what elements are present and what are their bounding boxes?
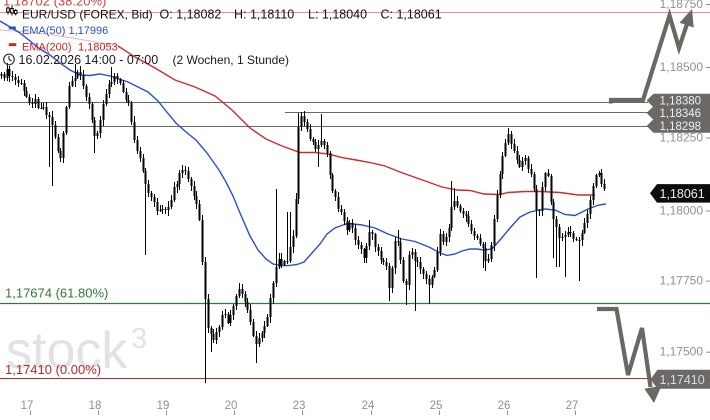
svg-text:EMA(50): EMA(50) xyxy=(22,25,65,37)
svg-text:1,18000: 1,18000 xyxy=(660,203,704,217)
svg-text:1,18298: 1,18298 xyxy=(660,121,702,133)
svg-text:20: 20 xyxy=(225,400,238,412)
svg-text:25: 25 xyxy=(430,400,443,412)
svg-text:19: 19 xyxy=(157,400,170,412)
svg-text:EMA(200): EMA(200) xyxy=(22,41,72,53)
svg-text:26: 26 xyxy=(498,400,511,412)
svg-text:27: 27 xyxy=(566,400,579,412)
svg-text:1,18053: 1,18053 xyxy=(78,41,118,53)
svg-text:16.02.2026 14:00 - 07:00: 16.02.2026 14:00 - 07:00 xyxy=(19,53,159,67)
svg-text:18: 18 xyxy=(89,400,102,412)
svg-text:1,17674 (61.80%): 1,17674 (61.80%) xyxy=(5,286,108,301)
svg-text:stock: stock xyxy=(6,322,128,380)
svg-text:EUR/USD (FOREX, Bid): EUR/USD (FOREX, Bid) xyxy=(22,7,153,21)
svg-text:1,18750: 1,18750 xyxy=(660,0,704,11)
svg-text:1,17410: 1,17410 xyxy=(660,373,705,387)
svg-text:C: 1,18061: C: 1,18061 xyxy=(381,7,442,21)
svg-text:17: 17 xyxy=(21,400,34,412)
svg-text:L: 1,18040: L: 1,18040 xyxy=(308,7,367,21)
svg-text:1,17410 (0.00%): 1,17410 (0.00%) xyxy=(5,362,101,377)
svg-text:1,18500: 1,18500 xyxy=(660,60,704,74)
svg-text:3: 3 xyxy=(131,323,147,355)
svg-text:1,18061: 1,18061 xyxy=(660,187,705,201)
svg-text:1,17500: 1,17500 xyxy=(660,345,704,359)
svg-text:1,17750: 1,17750 xyxy=(660,273,704,287)
svg-text:O: 1,18082: O: 1,18082 xyxy=(160,7,222,21)
svg-text:1,18250: 1,18250 xyxy=(660,130,704,144)
svg-text:23: 23 xyxy=(293,400,306,412)
svg-text:1,18702 (38.20%): 1,18702 (38.20%) xyxy=(3,0,106,9)
svg-text:1,17996: 1,17996 xyxy=(69,25,109,37)
svg-text:H: 1,18110: H: 1,18110 xyxy=(234,7,294,21)
svg-text:24: 24 xyxy=(362,400,375,412)
svg-text:1,18346: 1,18346 xyxy=(660,108,702,120)
svg-text:1,18380: 1,18380 xyxy=(660,96,702,108)
svg-text:(2 Wochen, 1 Stunde): (2 Wochen, 1 Stunde) xyxy=(173,53,290,67)
